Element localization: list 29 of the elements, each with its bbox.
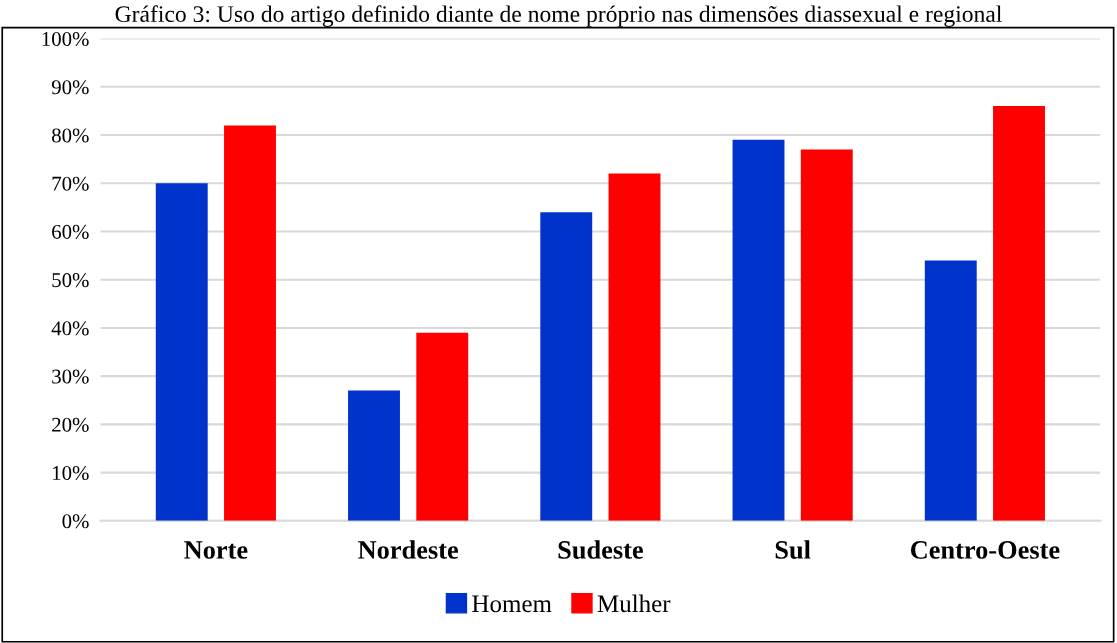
x-tick-label: Nordeste bbox=[358, 540, 459, 559]
legend-label: Mulher bbox=[597, 594, 671, 613]
bar bbox=[348, 390, 400, 521]
x-tick-label: Norte bbox=[184, 541, 248, 559]
x-tick-label: Centro-Oeste bbox=[910, 541, 1060, 559]
bar bbox=[993, 106, 1045, 521]
y-tick-label: 0% bbox=[62, 514, 89, 529]
x-tick-label: Sul bbox=[775, 540, 811, 559]
bar bbox=[800, 149, 853, 521]
chart-title: Gráfico 3: Uso do artigo definido diante de nome próprio nas dimensões diassexual e regional bbox=[115, 5, 1002, 27]
y-tick-label: 40% bbox=[51, 321, 89, 336]
legend-label: Homem bbox=[472, 595, 552, 613]
y-tick-label: 30% bbox=[52, 369, 89, 384]
bar bbox=[224, 125, 276, 521]
bar bbox=[155, 183, 208, 521]
y-tick-label: 90% bbox=[51, 80, 89, 95]
y-tick-label: 70% bbox=[52, 176, 89, 191]
bar bbox=[416, 332, 469, 521]
y-tick-label: 60% bbox=[52, 224, 89, 239]
bar bbox=[608, 173, 661, 521]
bar bbox=[540, 212, 593, 521]
y-tick-label: 100% bbox=[42, 31, 89, 47]
y-tick-label: 80% bbox=[52, 128, 89, 143]
y-tick-label: 50% bbox=[52, 273, 89, 288]
bar bbox=[732, 139, 785, 521]
bar bbox=[924, 260, 977, 521]
x-tick-label: Sudeste bbox=[558, 540, 643, 559]
y-tick-label: 20% bbox=[52, 417, 89, 432]
y-tick-label: 10% bbox=[53, 465, 89, 481]
